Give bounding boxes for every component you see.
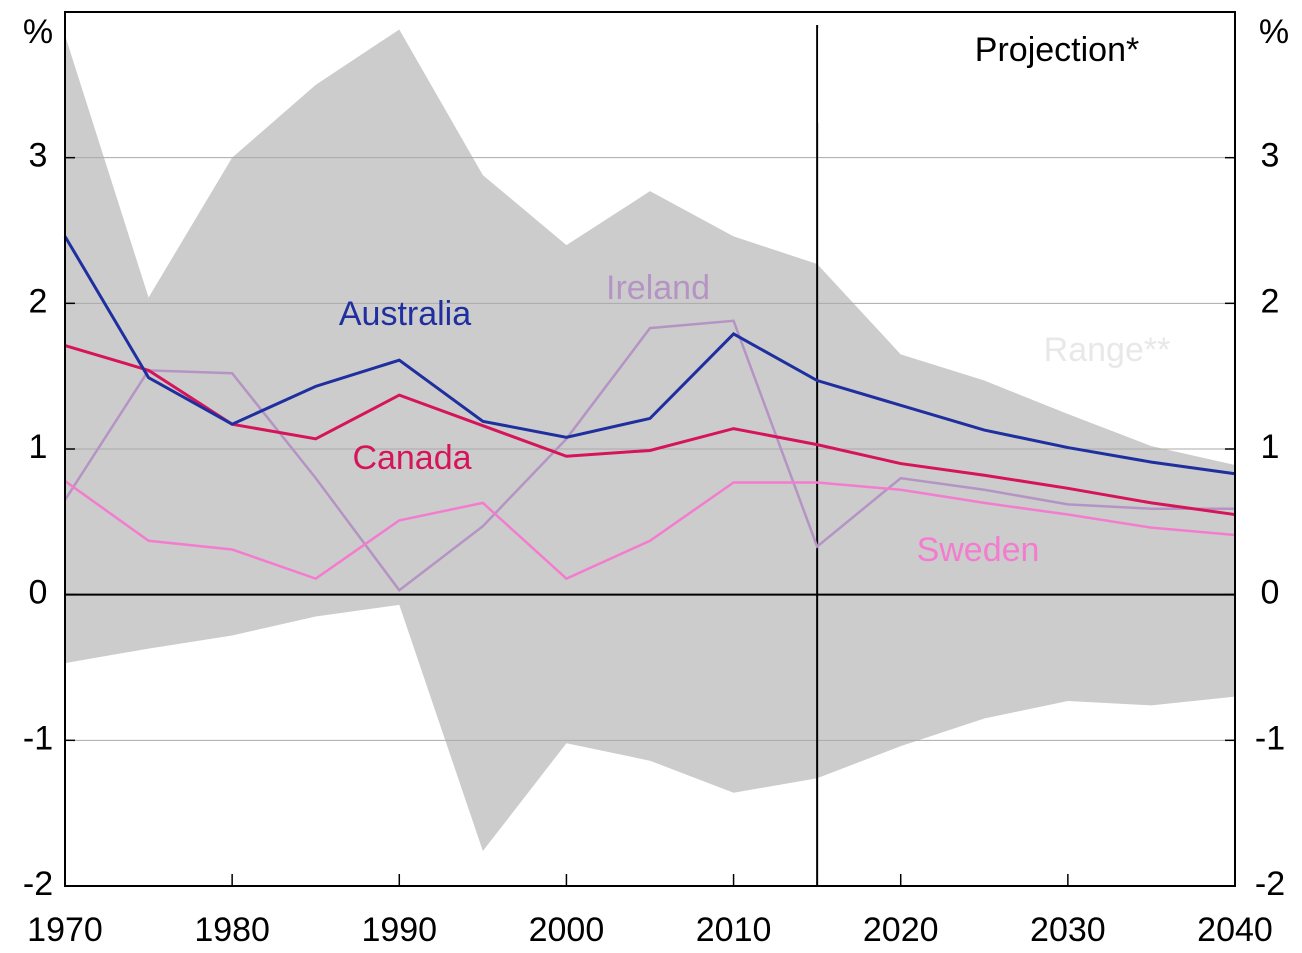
y-tick-label: -1 — [23, 719, 53, 757]
projection-label: Projection* — [975, 31, 1139, 69]
series-line — [63, 235, 1236, 476]
x-tick-label: 1990 — [361, 911, 437, 949]
y-tick-label: -2 — [23, 865, 53, 903]
y2-tick-label: 3 — [1261, 137, 1280, 175]
series-label: Sweden — [917, 531, 1040, 569]
x-tick-label: 2020 — [863, 911, 939, 949]
y2-tick-label: 1 — [1261, 428, 1280, 466]
y-tick-label: 3 — [29, 137, 48, 175]
range-label: Range** — [1044, 331, 1171, 369]
range-band — [65, 29, 1235, 852]
x-tick-label: 2010 — [696, 911, 772, 949]
series-label: Canada — [352, 439, 471, 477]
series-label: Ireland — [606, 269, 710, 307]
x-tick-label: 2040 — [1197, 911, 1273, 949]
y2-tick-label: 2 — [1261, 282, 1280, 320]
series-line — [64, 480, 1236, 581]
y-unit: % — [23, 13, 53, 51]
series-label: Australia — [339, 295, 471, 333]
x-tick-label: 2000 — [529, 911, 605, 949]
y2-tick-label: -1 — [1255, 719, 1285, 757]
series-line — [63, 319, 1235, 593]
y2-tick-label: 0 — [1261, 574, 1280, 612]
x-tick-label: 1970 — [27, 911, 103, 949]
series-line — [64, 344, 1236, 517]
y-tick-label: 1 — [29, 428, 48, 466]
y-tick-label: 2 — [29, 282, 48, 320]
y2-tick-label: -2 — [1255, 865, 1285, 903]
y-tick-label: 0 — [29, 574, 48, 612]
x-tick-label: 1980 — [194, 911, 270, 949]
y2-unit: % — [1259, 13, 1289, 51]
x-tick-label: 2030 — [1030, 911, 1106, 949]
plot-frame — [64, 11, 1236, 887]
label-bg — [818, 28, 1219, 123]
